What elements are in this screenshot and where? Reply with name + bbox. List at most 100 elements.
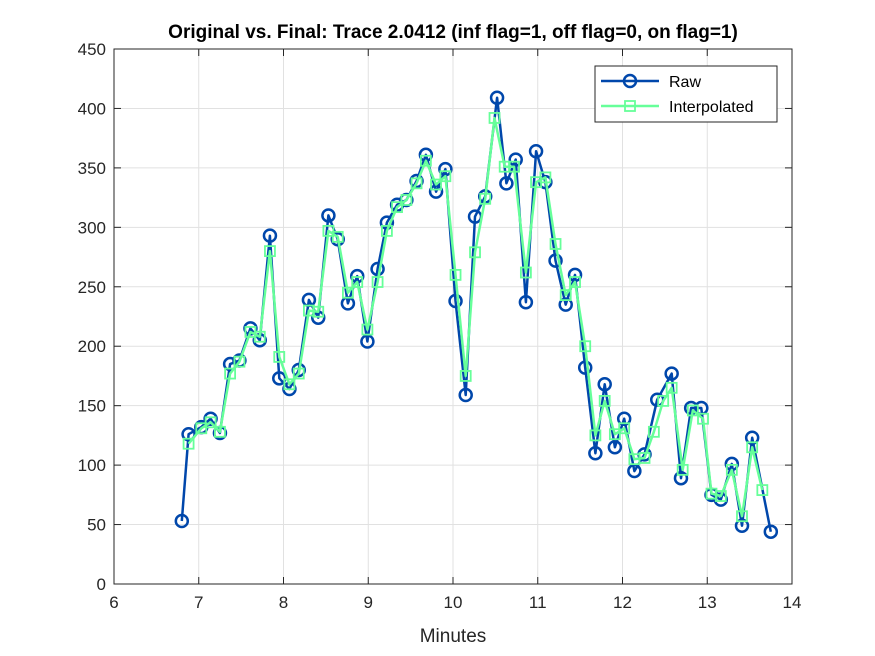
y-tick-label: 450: [78, 40, 106, 59]
data-point-interpolated: [253, 330, 266, 343]
data-point-interpolated: [479, 192, 492, 205]
data-point-interpolated: [439, 170, 452, 183]
x-tick-label: 11: [529, 593, 547, 612]
series-interpolated: [182, 112, 769, 523]
data-point-interpolated: [508, 160, 520, 173]
data-point-raw: [262, 228, 278, 243]
x-tick-label: 12: [613, 593, 632, 612]
data-point-interpolated: [638, 452, 651, 464]
data-point-raw: [744, 430, 760, 446]
data-point-raw: [272, 371, 287, 386]
data-point-interpolated: [459, 370, 472, 382]
data-point-raw: [763, 524, 779, 539]
data-point-interpolated: [312, 305, 325, 318]
data-point-raw: [558, 297, 573, 312]
x-tick-label: 6: [109, 593, 118, 612]
data-point-raw: [607, 440, 623, 455]
data-point-interpolated: [391, 201, 403, 214]
data-point-interpolated: [539, 171, 552, 184]
data-point-interpolated: [618, 422, 631, 435]
data-point-raw: [528, 143, 544, 159]
data-point-interpolated: [233, 355, 246, 368]
data-point-interpolated: [351, 276, 364, 288]
x-tick-label: 13: [698, 593, 717, 612]
data-point-interpolated: [697, 412, 709, 425]
data-point-raw: [508, 152, 523, 167]
data-point-interpolated: [419, 154, 432, 167]
x-tick-label: 7: [194, 593, 203, 612]
data-point-raw: [203, 411, 218, 426]
data-point-interpolated: [273, 351, 286, 363]
y-tick-label: 250: [78, 278, 106, 297]
data-point-interpolated: [598, 395, 611, 407]
data-point-raw: [458, 387, 473, 403]
legend: Raw Interpolated: [594, 65, 778, 123]
data-point-interpolated: [579, 340, 592, 353]
x-tick-label: 10: [444, 593, 463, 612]
data-point-raw: [330, 231, 345, 247]
data-point-raw: [597, 377, 612, 392]
series-layer: [174, 90, 779, 539]
x-tick-label: 8: [279, 593, 288, 612]
data-point-raw: [577, 360, 593, 375]
data-point-interpolated: [361, 323, 374, 336]
legend-raw-marker: [622, 73, 638, 89]
data-point-raw: [588, 445, 603, 461]
data-point-raw: [518, 294, 534, 310]
data-point-interpolated: [676, 463, 689, 476]
ticks: 6 7 8 9 10 11 12 13 14 0 50 100 150 200 250 300 350 400 45…: [78, 40, 802, 612]
data-point-raw: [181, 426, 196, 442]
data-point-interpolated: [342, 286, 354, 299]
data-point-raw: [409, 173, 424, 189]
y-tick-label: 400: [78, 99, 106, 118]
legend-interpolated-marker: [624, 100, 636, 112]
legend-raw-label: Raw: [669, 74, 701, 91]
data-point-raw: [499, 176, 514, 191]
data-point-raw: [734, 518, 750, 533]
y-tick-label: 50: [87, 516, 106, 535]
y-tick-label: 200: [78, 337, 106, 356]
data-point-interpolated: [195, 422, 208, 435]
data-point-interpolated: [224, 367, 237, 380]
data-point-interpolated: [519, 266, 532, 279]
data-point-interpolated: [469, 246, 481, 259]
data-point-raw: [291, 362, 307, 378]
data-point-interpolated: [449, 268, 462, 281]
data-point-interpolated: [380, 224, 393, 237]
data-point-interpolated: [410, 177, 423, 190]
data-point-interpolated: [182, 437, 195, 450]
data-point-interpolated: [589, 429, 602, 442]
data-point-interpolated: [549, 238, 562, 250]
y-tick-label: 350: [78, 159, 106, 178]
x-tick-label: 14: [783, 593, 802, 612]
data-point-interpolated: [559, 289, 572, 302]
data-point-raw: [448, 293, 463, 309]
data-point-interpolated: [686, 404, 699, 417]
data-point-interpolated: [756, 484, 769, 496]
y-tick-label: 150: [78, 397, 106, 416]
data-point-raw: [664, 366, 679, 381]
data-point-interpolated: [283, 378, 296, 391]
data-point-raw: [321, 208, 336, 223]
data-point-interpolated: [371, 276, 384, 288]
data-point-interpolated: [569, 276, 581, 288]
data-point-raw: [548, 253, 563, 268]
data-point-raw: [673, 470, 689, 486]
data-point-interpolated: [400, 194, 413, 206]
legend-interpolated-label: Interpolated: [669, 99, 754, 116]
data-point-interpolated: [322, 224, 335, 237]
data-point-interpolated: [608, 428, 621, 441]
data-point-raw: [489, 90, 505, 105]
data-point-interpolated: [647, 425, 660, 438]
x-axis-label: Minutes: [420, 626, 487, 647]
data-point-interpolated: [746, 441, 759, 454]
data-point-raw: [399, 192, 414, 208]
data-point-interpolated: [292, 367, 305, 380]
chart-title: Original vs. Final: Trace 2.0412 (inf fl…: [168, 22, 738, 43]
data-point-interpolated: [204, 416, 217, 429]
y-tick-label: 300: [78, 218, 106, 237]
data-point-interpolated: [214, 425, 226, 438]
data-point-interpolated: [264, 245, 276, 258]
